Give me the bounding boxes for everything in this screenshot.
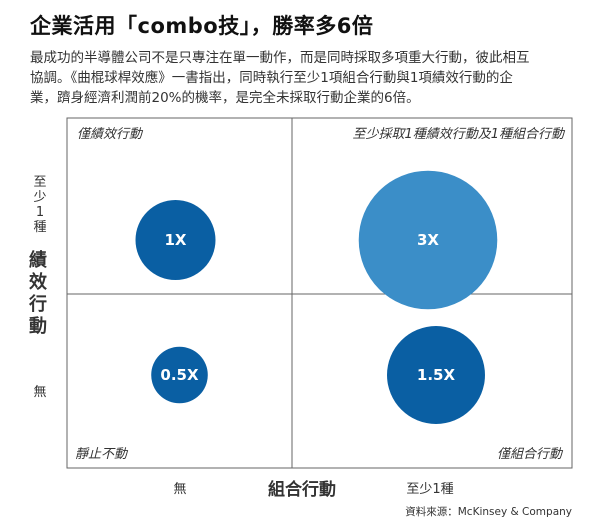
y-tick-label: 至 [33,175,46,190]
y-tick-label: 少 [33,190,46,205]
y-axis-title: 效 [29,271,48,293]
quadrant-label: 至少採取1種績效行動及1種組合行動 [352,127,566,142]
description-line: 協調。《曲棍球桿效應》一書指出，同時執行至少1項組合行動與1項績效行動的企 [30,70,513,86]
description-line: 最成功的半導體公司不是只專注在單一動作，而是同時採取多項重大行動，彼此相互 [30,50,530,66]
y-axis-title: 行 [28,293,47,315]
description-line: 業，躋身經濟利潤前20%的機率，是完全未採取行動企業的6倍。 [30,90,420,106]
bubble-label: 0.5X [160,366,199,384]
bubble-label: 3X [417,231,439,249]
y-axis-title: 動 [29,315,47,337]
bubble [151,346,208,404]
bubble [135,200,216,280]
matrix-frame [66,117,573,469]
quadrant-label: 靜止不動 [75,447,129,462]
bubble-label: 1.5X [417,366,456,384]
x-tick-label: 至少1種 [406,481,453,497]
chart-description: 最成功的半導體公司不是只專注在單一動作，而是同時採取多項重大行動，彼此相互 協調… [30,48,580,108]
bubble [387,326,485,424]
y-tick-label: 1 [36,205,44,220]
x-axis-title: 組合行動 [268,479,336,500]
source-note: 資料來源：McKinsey & Company [405,505,572,518]
y-axis-title: 績 [29,249,47,271]
chart-title: 企業活用「combo技」，勝率多6倍 [30,14,374,38]
quadrant-label: 僅組合行動 [497,447,564,462]
y-tick-label: 種 [33,219,46,235]
y-tick-label: 無 [33,385,46,400]
bubble-label: 1X [164,231,186,249]
bubble [358,170,498,310]
quadrant-label: 僅績效行動 [77,127,144,142]
x-tick-label: 無 [173,482,186,497]
